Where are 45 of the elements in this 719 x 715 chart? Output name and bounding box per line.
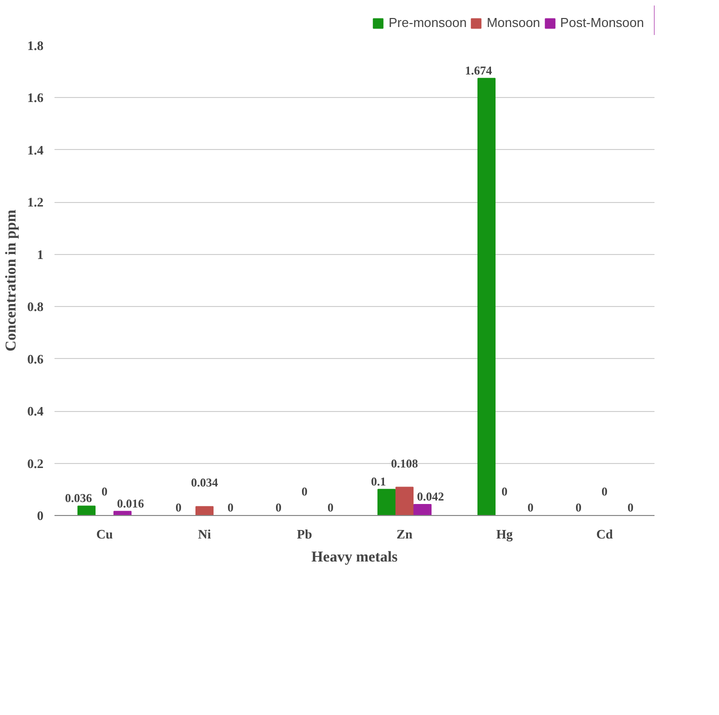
data-label: 0 (628, 500, 634, 514)
y-tick-label: 0 (37, 508, 44, 523)
x-tick-label: Pb (296, 526, 312, 542)
data-label: 0.034 (191, 476, 218, 490)
bar (395, 486, 414, 516)
x-axis-title: Heavy metals (311, 550, 398, 566)
data-label: 0 (528, 500, 534, 514)
x-tick-label: Cu (96, 526, 113, 542)
x-tick-label: Hg (496, 526, 514, 542)
data-label: 0.108 (391, 456, 418, 470)
y-tick-label: 1.8 (27, 38, 44, 53)
y-tick-label: 1.6 (27, 90, 44, 106)
data-label: 0 (176, 500, 182, 514)
y-tick-label: 0.2 (27, 456, 44, 471)
data-label: 0.036 (65, 491, 92, 506)
y-tick-label: 1.4 (27, 142, 44, 158)
data-label: 0 (602, 484, 608, 498)
data-label: 0 (328, 500, 334, 514)
data-label: 0.1 (371, 474, 386, 488)
y-tick-label: 0.6 (27, 351, 44, 366)
y-tick-label: 1.2 (27, 194, 44, 210)
data-label: 0 (576, 500, 582, 514)
legend-label: Monsoon (486, 15, 540, 30)
bar (477, 78, 496, 516)
bar (195, 506, 214, 516)
y-axis-title: Concentration in ppm (3, 209, 20, 352)
data-label: 0.042 (417, 490, 444, 504)
data-label: 0 (228, 500, 234, 514)
bar (413, 504, 432, 516)
y-tick-label: 0.4 (27, 404, 44, 419)
data-label: 0 (276, 500, 282, 514)
y-tick-label: 1 (37, 246, 44, 262)
bar (377, 488, 396, 516)
data-label: 0 (102, 484, 108, 498)
x-tick-label: Zn (396, 526, 414, 542)
data-label: 1.674 (465, 63, 492, 78)
data-label: 0 (502, 484, 508, 498)
y-tick-label: 0.8 (27, 299, 44, 314)
legend-label: Post-Monsoon (560, 15, 644, 30)
legend-label: Pre-monsoon (388, 15, 467, 30)
bar (77, 506, 96, 516)
x-tick-label: Ni (198, 526, 212, 542)
x-tick-label: Cd (596, 526, 614, 542)
data-label: 0.016 (117, 496, 144, 510)
data-label: 0 (302, 484, 308, 498)
